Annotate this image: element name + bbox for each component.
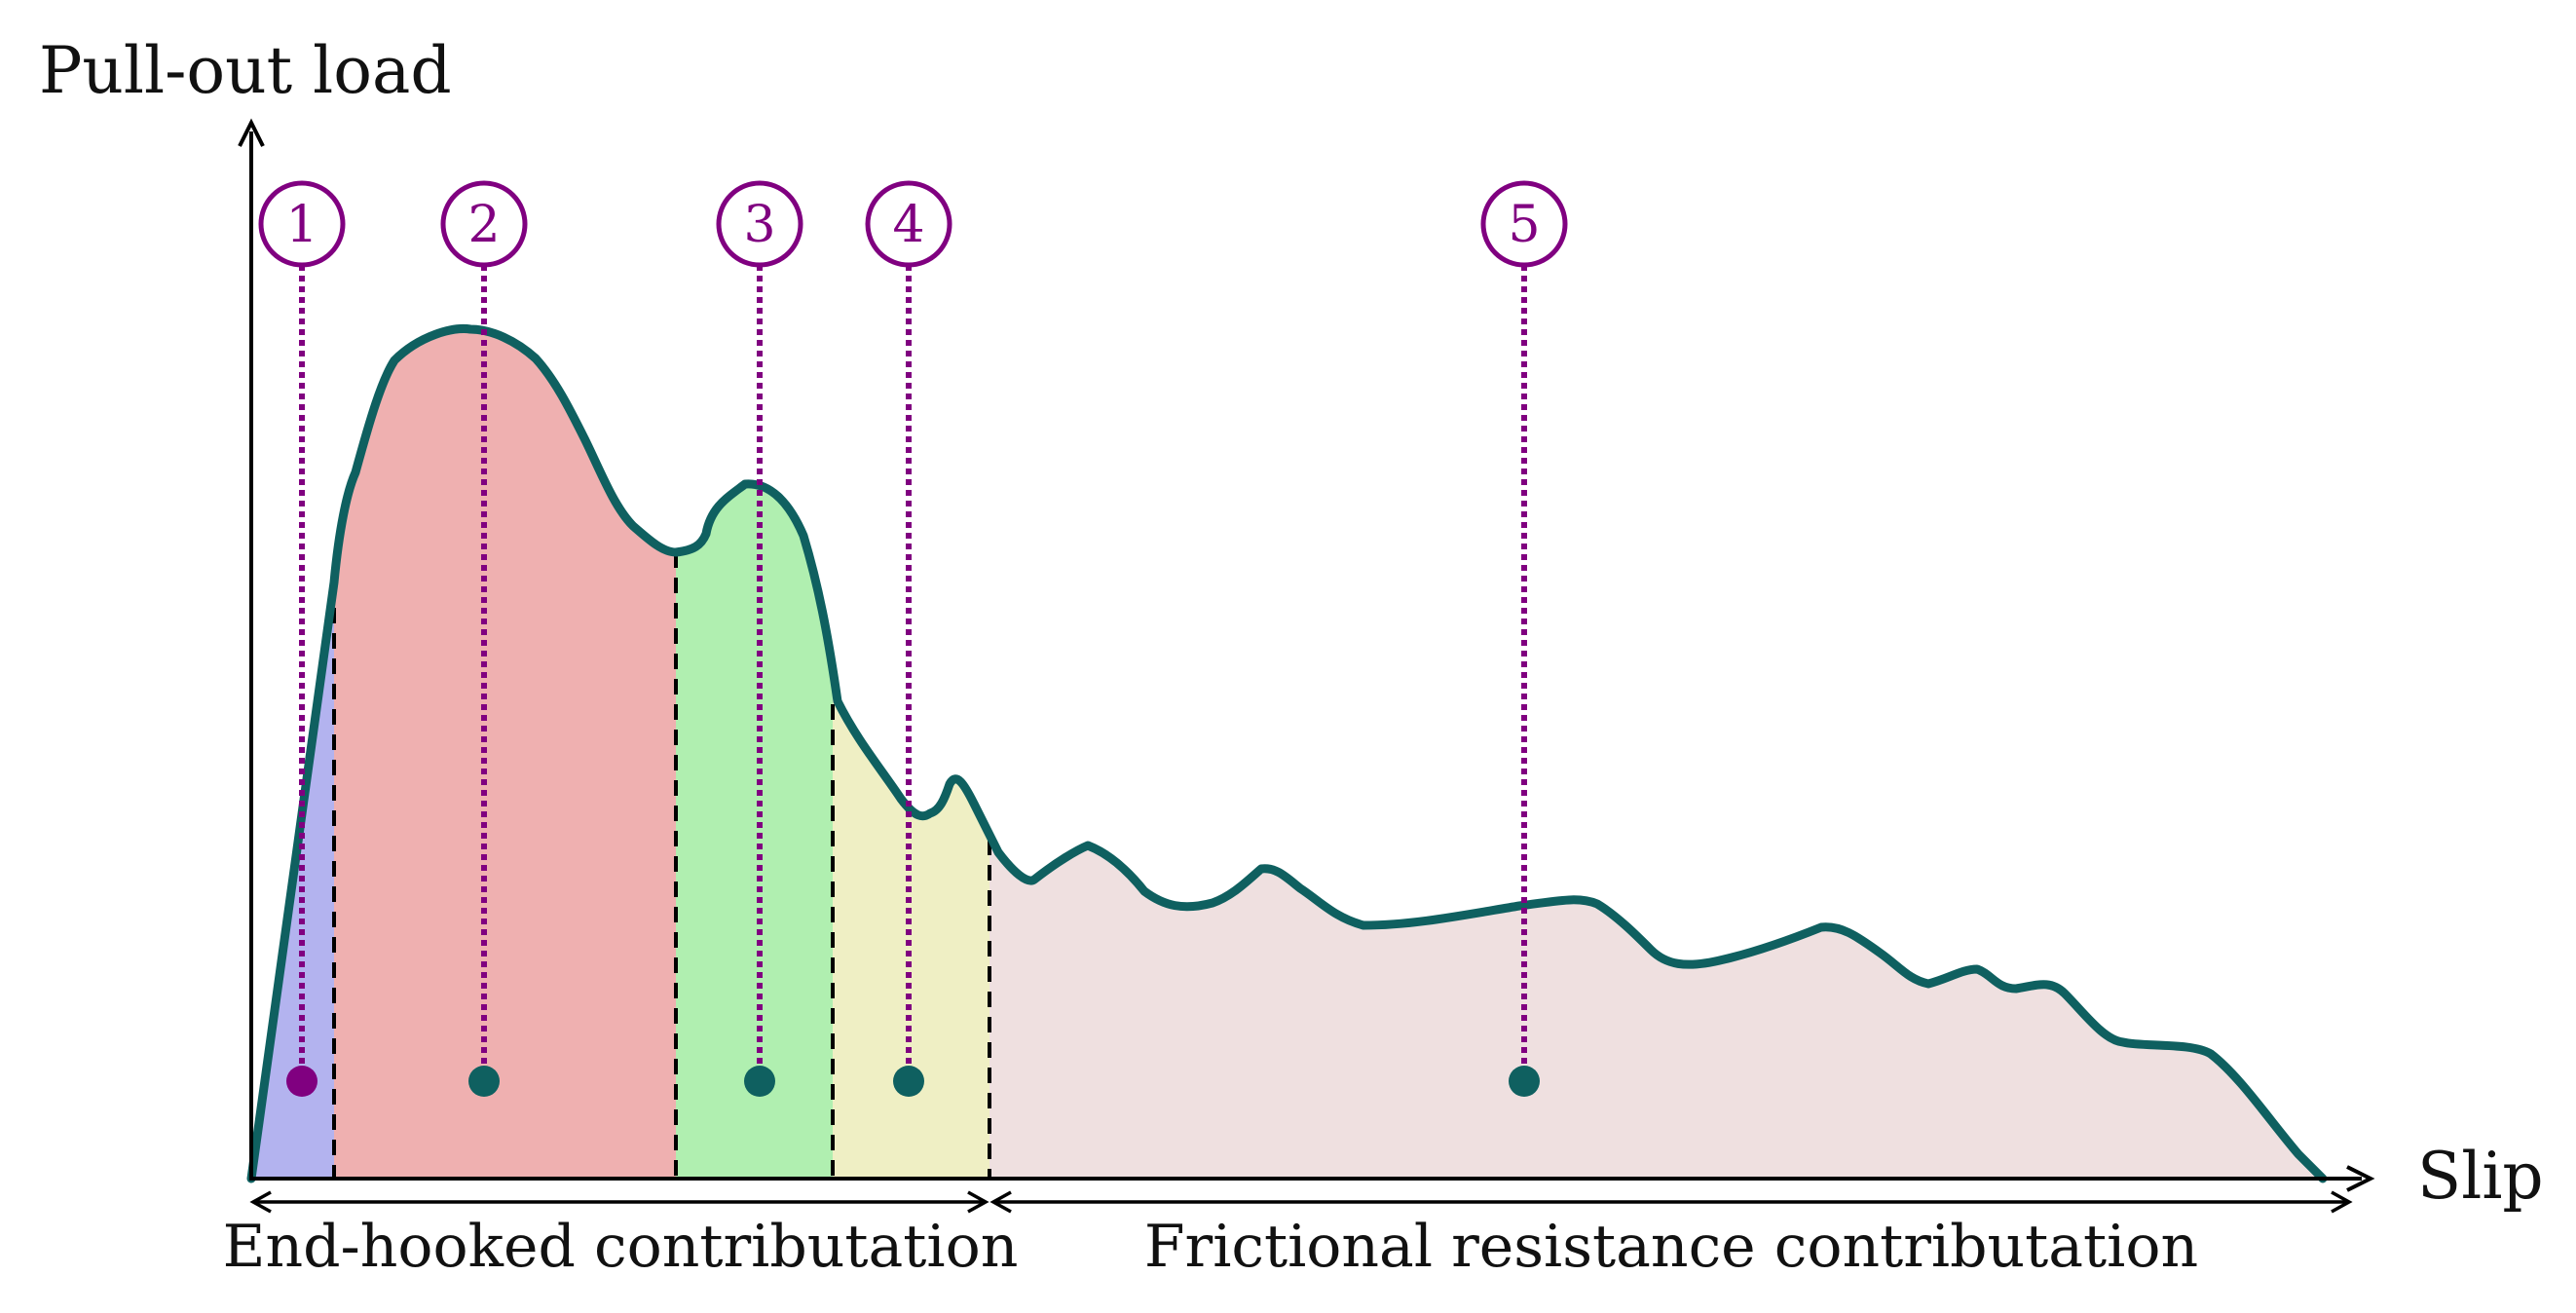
stage-5-annotation: 5 [1480, 180, 1568, 1097]
stage-4-number: 4 [892, 196, 924, 254]
stage-2-marker [468, 1066, 500, 1097]
stage-2-number: 2 [467, 196, 500, 254]
stage-5-region [989, 835, 2323, 1179]
stage-boundaries [332, 552, 991, 1179]
stage-3-badge [716, 180, 803, 268]
stage-1-badge [258, 180, 346, 268]
x-axis-arrowhead [2346, 1165, 2375, 1192]
x-axis-label: Slip [2417, 1139, 2544, 1214]
stage-4-marker [893, 1066, 924, 1097]
stage-annotations: 1 2 3 4 5 [258, 180, 1568, 1097]
stage-2-badge [440, 180, 528, 268]
stage-2-region [334, 328, 676, 1179]
stage-1-marker [286, 1066, 317, 1097]
y-axis-arrowhead [238, 118, 265, 147]
contribution-spans [249, 1190, 2353, 1214]
stage-1-annotation: 1 [258, 180, 346, 1097]
frictional-span-left-arrow [989, 1190, 1012, 1214]
stage-3-region [676, 483, 833, 1179]
stage-5-badge [1480, 180, 1568, 268]
load-slip-curve [246, 323, 2328, 1183]
stage-3-marker [744, 1066, 775, 1097]
end-hooked-span-left-arrow [249, 1190, 272, 1214]
stage-2-annotation: 2 [440, 180, 528, 1097]
frictional-label: Frictional resistance contributation [1144, 1213, 2198, 1281]
axes [238, 118, 2375, 1192]
stage-1-number: 1 [285, 196, 317, 254]
stage-5-marker [1509, 1066, 1540, 1097]
frictional-span-right-arrow [2331, 1190, 2353, 1214]
stage-4-annotation: 4 [865, 180, 952, 1097]
end-hooked-span-right-arrow [967, 1190, 989, 1214]
end-hooked-label: End-hooked contributation [223, 1213, 1019, 1281]
y-axis-label: Pull-out load [39, 33, 452, 108]
stage-4-badge [865, 180, 952, 268]
stage-5-number: 5 [1508, 196, 1540, 254]
stage-3-annotation: 3 [716, 180, 803, 1097]
stage-3-number: 3 [743, 196, 775, 254]
stage-regions [251, 328, 2323, 1179]
